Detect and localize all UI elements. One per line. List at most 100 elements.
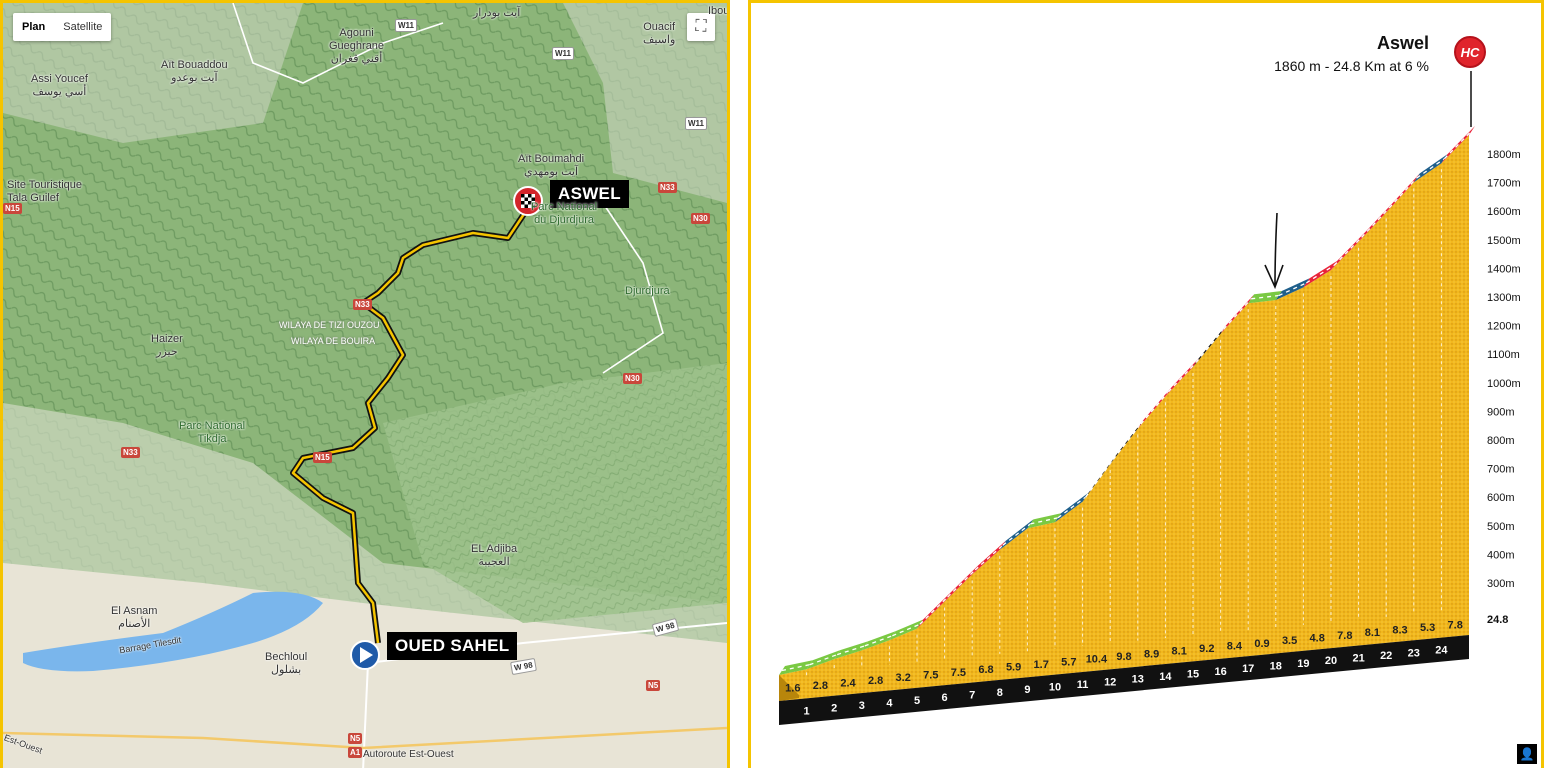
km-label: 19	[1297, 658, 1309, 670]
place-label: Ibou	[708, 5, 730, 17]
gradient-label: 5.3	[1420, 622, 1435, 634]
road-label: N30	[623, 373, 642, 384]
altitude-tick-label: 1600m	[1487, 206, 1521, 218]
km-label: 11	[1077, 679, 1089, 691]
segment-centerline	[919, 596, 949, 625]
altitude-tick-label: 800m	[1487, 435, 1515, 447]
segment-centerline	[1443, 130, 1473, 160]
gradient-segment	[1275, 278, 1310, 301]
gradient-label: 3.2	[896, 672, 911, 684]
road-label: N33	[353, 299, 372, 310]
gradient-segment	[1248, 291, 1282, 304]
altitude-tick-label: 1300m	[1487, 292, 1521, 304]
segment-centerline	[1140, 391, 1169, 425]
segment-centerline	[1388, 177, 1418, 209]
gradient-label: 10.4	[1086, 654, 1108, 666]
road-label: W11	[552, 47, 575, 60]
place-label: آيت بودرار	[473, 7, 521, 19]
km-label: 5	[914, 695, 920, 707]
km-label: 20	[1325, 655, 1337, 667]
gradient-segment	[1027, 513, 1061, 529]
road-line	[3, 726, 727, 750]
altitude-tick-label: 1000m	[1487, 378, 1521, 390]
km-label: 1	[804, 705, 810, 717]
finish-marker[interactable]	[513, 186, 543, 216]
category-badge: HC	[1454, 36, 1486, 68]
km-label: 23	[1408, 647, 1420, 659]
fullscreen-button[interactable]: ⛶	[687, 13, 715, 41]
segment-centerline	[1167, 362, 1197, 393]
annotation-arrow	[1264, 212, 1284, 290]
km-label: 12	[1104, 676, 1116, 688]
place-label: Autoroute Est-Ouest	[363, 749, 454, 760]
elevation-profile: 1.6 2.8 2.4 2.8 3.2 7.5 7.5 6.8 5.9 1.7 5.7 10.4 9.8…	[779, 71, 1521, 725]
road-label: N5	[348, 733, 363, 744]
reservoir-lake	[23, 591, 323, 672]
km-label: 17	[1242, 663, 1254, 675]
km-label: 9	[1024, 684, 1030, 696]
gradient-segment	[889, 619, 923, 641]
km-label: 8	[997, 687, 1003, 699]
profile-panel: 1.6 2.8 2.4 2.8 3.2 7.5 7.5 6.8 5.9 1.7 5.7 10.4 9.8…	[748, 0, 1544, 768]
segment-centerline	[947, 569, 976, 598]
start-marker[interactable]	[350, 640, 380, 670]
altitude-tick-label: 1500m	[1487, 235, 1521, 247]
km-label: 21	[1352, 653, 1364, 665]
gradient-label: 2.8	[868, 675, 883, 687]
segment-centerline	[1333, 236, 1363, 266]
user-icon[interactable]: 👤	[1517, 744, 1537, 764]
gradient-label: 1.7	[1034, 659, 1049, 671]
place-label: Parc National du Djurdjura	[531, 201, 598, 226]
road-label: N15	[313, 452, 332, 463]
road-line	[232, 3, 444, 84]
road-label: W11	[395, 19, 418, 32]
gradient-label: 8.9	[1144, 648, 1159, 660]
terrain-map[interactable]	[3, 3, 727, 768]
gradient-label: 5.9	[1006, 662, 1021, 674]
map-type-plan-button[interactable]: Plan	[22, 21, 46, 33]
road-label: N15	[3, 203, 22, 214]
gradient-segment	[861, 631, 896, 651]
place-label: WILAYA DE TIZI OUZOU	[279, 320, 380, 330]
km-label: 7	[969, 690, 975, 702]
altitude-tick-label: 1100m	[1487, 349, 1520, 361]
fullscreen-icon: ⛶	[695, 18, 707, 35]
segment-centerline	[892, 623, 921, 637]
map-type-control: Plan Satellite	[13, 13, 112, 41]
profile-side	[779, 675, 799, 701]
gradient-segment	[806, 650, 841, 670]
segment-centerline	[1416, 158, 1445, 179]
map-type-satellite-button[interactable]: Satellite	[63, 21, 103, 33]
km-label: 6	[942, 692, 948, 704]
climb-title: Aswel	[1376, 33, 1429, 53]
gradient-label: 4.8	[1310, 633, 1325, 645]
map-panel[interactable]: Plan Satellite ⛶ ASWEL OUED SAHEL Assi Y…	[0, 0, 730, 768]
place-label: Bechloul بشلول	[265, 651, 308, 676]
gradient-label: 6.8	[978, 664, 993, 676]
place-label: EL Adjiba العجيبة	[471, 543, 518, 568]
segment-centerline	[1223, 298, 1252, 330]
gradient-label: 2.4	[840, 677, 856, 689]
road-label: N33	[658, 182, 677, 193]
gradient-label: 9.2	[1199, 643, 1214, 655]
place-label: Parc National Tikdja	[179, 420, 246, 445]
altitude-tick-label: 900m	[1487, 406, 1515, 418]
road-label: N5	[646, 680, 661, 691]
gradient-label: 8.1	[1172, 646, 1187, 658]
profile-fill	[779, 135, 1469, 701]
altitude-tick-label: 1400m	[1487, 263, 1521, 275]
altitude-tick-label: 500m	[1487, 521, 1515, 533]
gradient-segment	[834, 641, 868, 660]
gradient-label: 0.9	[1254, 638, 1269, 650]
gradient-label: 7.8	[1448, 619, 1463, 631]
altitude-tick-label: 400m	[1487, 549, 1515, 561]
km-label: 24	[1435, 645, 1448, 657]
place-label: Site Touristique Tala Guilef	[7, 179, 83, 204]
km-label: 2	[831, 703, 837, 715]
segment-centerline	[1361, 207, 1390, 238]
km-label: 4	[886, 697, 893, 709]
total-distance-label: 24.8	[1487, 614, 1508, 626]
altitude-tick-label: 600m	[1487, 492, 1515, 504]
altitude-tick-label: 1200m	[1487, 321, 1521, 333]
road-label: N30	[691, 213, 710, 224]
